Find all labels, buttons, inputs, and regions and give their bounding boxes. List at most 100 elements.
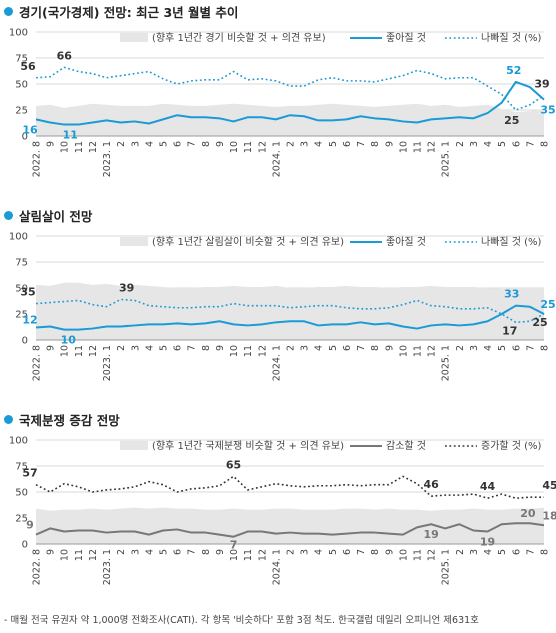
data-label: 25	[540, 298, 555, 311]
x-tick-label: 10	[398, 345, 409, 357]
x-tick-label: 4	[144, 141, 155, 147]
x-tick-label: 11	[413, 345, 424, 357]
legend: (향후 1년간 경기 비슷할 것 + 의견 유보) 좋아질 것 나빠질 것 (%)	[120, 31, 542, 44]
x-tick-label: 4	[314, 549, 325, 555]
y-tick-label: 50	[15, 488, 28, 499]
x-tick-label: 11	[243, 141, 254, 153]
x-tick-label: 8	[540, 345, 551, 351]
x-tick-label: 2	[286, 141, 297, 147]
data-label: 10	[61, 334, 77, 347]
x-tick-label: 4	[314, 345, 325, 351]
x-tick-label: 2	[286, 345, 297, 351]
x-tick-label: 12	[257, 549, 268, 561]
x-tick-label: 11	[74, 549, 85, 561]
data-label: 35	[540, 104, 555, 117]
x-tick-label: 5	[159, 141, 170, 147]
data-label: 44	[480, 480, 496, 493]
x-tick-label: 2	[286, 549, 297, 555]
chart-title-livelihood: 살림살이 전망	[19, 209, 93, 224]
data-label: 18	[542, 509, 556, 522]
x-tick-label: 10	[229, 549, 240, 561]
data-label: 25	[504, 114, 519, 127]
x-tick-label: 2023. 1	[102, 549, 113, 585]
x-tick-label: 5	[159, 549, 170, 555]
data-label: 57	[22, 467, 37, 480]
x-tick-label: 8	[370, 345, 381, 351]
x-tick-label: 8	[201, 141, 212, 147]
y-tick-label: 25	[15, 514, 28, 525]
y-tick-label: 0	[22, 336, 28, 347]
data-label: 52	[506, 64, 521, 77]
x-tick-label: 6	[511, 549, 522, 555]
data-label: 20	[520, 507, 536, 520]
x-tick-label: 11	[243, 345, 254, 357]
series-line-1	[35, 304, 545, 331]
y-tick-label: 100	[9, 436, 28, 447]
x-tick-label: 2	[116, 345, 127, 351]
x-tick-label: 9	[384, 345, 395, 351]
x-tick-label: 2	[116, 549, 127, 555]
x-tick-label: 11	[413, 549, 424, 561]
y-tick-label: 75	[15, 258, 28, 269]
x-tick-label: 2023. 1	[102, 345, 113, 381]
series-line-1	[35, 522, 545, 538]
data-label: 11	[63, 129, 78, 142]
bullet-dot-icon	[4, 415, 13, 424]
x-tick-label: 5	[328, 345, 339, 351]
x-tick-label: 7	[356, 549, 367, 555]
legend-label: 나빠질 것 (%)	[481, 236, 542, 248]
x-tick-label: 9	[46, 549, 57, 555]
band-area	[36, 103, 544, 136]
x-tick-label: 7	[525, 549, 536, 555]
data-label: 56	[20, 60, 36, 73]
data-label: 45	[542, 479, 556, 492]
x-tick-label: 6	[342, 141, 353, 147]
x-tick-label: 12	[88, 549, 99, 561]
x-tick-label: 9	[215, 549, 226, 555]
x-tick-label: 4	[144, 549, 155, 555]
x-tick-label: 3	[300, 141, 311, 147]
x-tick-label: 2	[116, 141, 127, 147]
legend-label: 좋아질 것	[386, 32, 426, 44]
data-label: 12	[22, 314, 37, 327]
data-label: 7	[230, 539, 238, 552]
chart-title-economy: 경기(국가경제) 전망: 최근 3년 월별 추이	[19, 5, 239, 20]
x-tick-label: 2	[455, 345, 466, 351]
x-tick-label: 6	[173, 345, 184, 351]
x-tick-label: 8	[370, 549, 381, 555]
bullet-dot-icon	[4, 7, 13, 16]
x-tick-label: 2	[455, 549, 466, 555]
x-tick-label: 10	[60, 345, 71, 357]
x-tick-label: 10	[60, 141, 71, 153]
x-tick-label: 7	[525, 141, 536, 147]
x-tick-label: 7	[187, 549, 198, 555]
y-tick-label: 25	[15, 310, 28, 321]
bullet-dot-icon	[4, 211, 13, 220]
x-tick-label: 5	[497, 345, 508, 351]
x-tick-label: 7	[187, 345, 198, 351]
x-tick-label: 5	[159, 345, 170, 351]
legend: (향후 1년간 살림살이 비슷할 것 + 의견 유보) 좋아질 것 나빠질 것 (%…	[120, 236, 542, 248]
x-tick-label: 2022. 8	[32, 141, 43, 177]
x-tick-label: 12	[427, 549, 438, 561]
x-tick-label: 2025. 1	[441, 549, 452, 585]
x-tick-label: 3	[469, 345, 480, 351]
x-tick-label: 8	[370, 141, 381, 147]
x-tick-label: 3	[130, 549, 141, 555]
x-tick-label: 2022. 8	[32, 345, 43, 381]
x-tick-label: 6	[511, 141, 522, 147]
data-label: 66	[57, 49, 73, 62]
x-tick-label: 3	[130, 141, 141, 147]
legend-label: (향후 1년간 국제분쟁 비슷할 것 + 의견 유보)	[152, 440, 344, 452]
x-tick-label: 9	[215, 345, 226, 351]
y-tick-label: 50	[15, 284, 28, 295]
y-tick-label: 25	[15, 106, 28, 117]
data-label: 39	[119, 281, 134, 294]
x-tick-label: 5	[328, 549, 339, 555]
chart-title-conflict-row: 국제분쟁 증감 전망	[4, 410, 120, 429]
data-label: 46	[423, 478, 439, 491]
x-tick-label: 12	[427, 345, 438, 357]
